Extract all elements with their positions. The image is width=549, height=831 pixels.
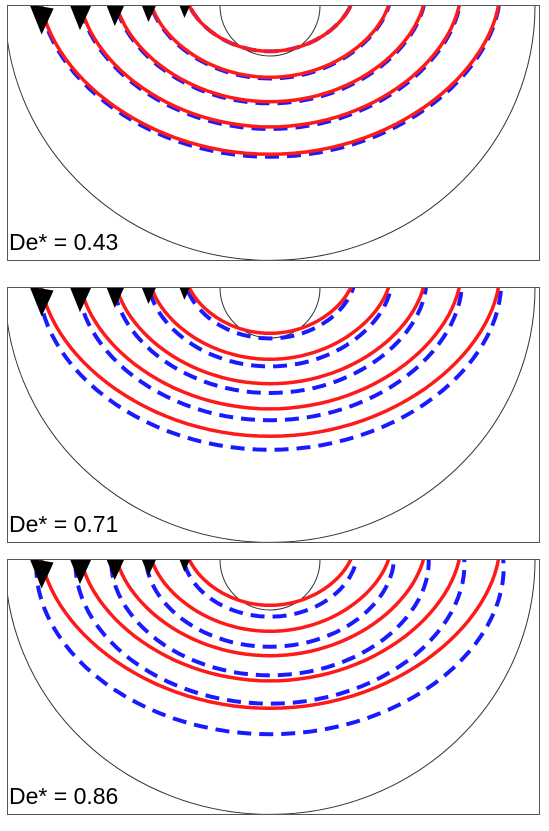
solid-streamline	[187, 560, 353, 608]
flow-arrow-icon	[70, 560, 92, 585]
streamline-plot-3	[8, 560, 536, 814]
flow-arrow-icon	[179, 288, 190, 300]
outer-boundary	[8, 6, 536, 260]
dashed-streamline	[147, 288, 393, 369]
dashed-streamline	[78, 6, 462, 132]
panel-2: De* = 0.71	[7, 287, 540, 543]
solid-streamline	[149, 6, 391, 79]
deborah-label-2: De* = 0.71	[9, 511, 119, 537]
solid-streamline	[39, 288, 501, 439]
panel-1: De* = 0.43	[7, 5, 540, 261]
dashed-streamline	[149, 6, 391, 81]
dashed-streamline	[187, 6, 353, 54]
deborah-label-3: De* = 0.86	[9, 783, 119, 809]
flow-arrow-icon	[106, 560, 124, 581]
deborah-label-1: De* = 0.43	[9, 229, 119, 255]
solid-streamline	[79, 6, 461, 129]
dashed-streamline	[76, 288, 464, 423]
solid-streamline	[39, 6, 501, 157]
solid-streamline	[39, 560, 501, 711]
streamline-plot-1	[8, 6, 536, 260]
inner-cylinder	[219, 560, 321, 611]
solid-streamline	[149, 560, 391, 633]
flow-arrow-icon	[141, 288, 156, 305]
dashed-streamline	[39, 6, 501, 159]
inner-cylinder	[219, 6, 321, 57]
solid-streamline	[79, 288, 461, 411]
solid-streamline	[114, 560, 426, 658]
solid-streamline	[114, 288, 426, 386]
flow-arrow-icon	[106, 288, 124, 309]
flow-arrow-icon	[141, 6, 156, 23]
solid-streamline	[114, 6, 426, 104]
flow-arrow-icon	[106, 6, 124, 27]
flow-arrow-icon	[70, 288, 92, 313]
flow-arrow-icon	[179, 560, 190, 572]
dashed-streamline	[181, 560, 359, 619]
panel-3: De* = 0.86	[7, 559, 540, 815]
flow-arrow-icon	[30, 560, 54, 589]
dashed-streamline	[109, 560, 431, 678]
dashed-streamline	[37, 288, 503, 452]
outer-boundary	[8, 288, 536, 542]
dashed-streamline	[73, 560, 467, 706]
dashed-streamline	[144, 560, 396, 649]
streamline-plot-2	[8, 288, 536, 542]
flow-arrow-icon	[30, 6, 54, 35]
solid-streamline	[187, 288, 353, 336]
flow-arrow-icon	[179, 6, 190, 18]
dashed-streamline	[184, 288, 356, 341]
dashed-streamline	[112, 288, 428, 396]
solid-streamline	[79, 560, 461, 683]
flow-arrow-icon	[30, 288, 54, 317]
solid-streamline	[149, 288, 391, 361]
solid-streamline	[187, 6, 353, 54]
dashed-streamline	[114, 6, 426, 106]
outer-boundary	[8, 560, 536, 814]
dashed-streamline	[34, 560, 506, 737]
flow-arrow-icon	[70, 6, 92, 31]
flow-arrow-icon	[141, 560, 156, 577]
